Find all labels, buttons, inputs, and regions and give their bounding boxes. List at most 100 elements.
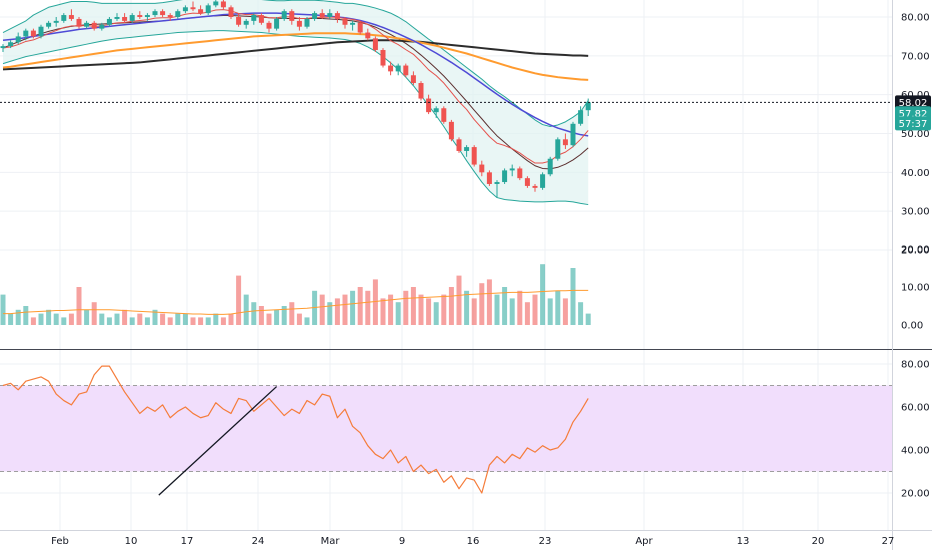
volume-bar	[0, 294, 6, 325]
volume-bar	[84, 309, 90, 325]
price-tick-label: 20.00	[901, 246, 930, 257]
volume-bar	[334, 298, 340, 325]
bollinger-lower	[2, 30, 589, 206]
time-tick-label: 13	[737, 536, 750, 547]
volume-bar	[15, 309, 21, 325]
candle-body	[182, 7, 188, 12]
volume-bar	[122, 309, 128, 325]
volume-bar	[175, 313, 181, 325]
volume-bar	[236, 275, 242, 325]
candle-body	[8, 42, 14, 47]
volume-bar	[76, 287, 82, 325]
candles	[0, 0, 591, 198]
candle-body	[160, 11, 166, 16]
rsi-line	[2, 365, 589, 494]
volume-bar	[8, 313, 14, 325]
time-tick-label: Apr	[635, 536, 653, 547]
volume-bar	[281, 306, 287, 325]
candle-body	[129, 15, 135, 21]
candle-body	[15, 36, 21, 43]
volume-bar	[426, 298, 432, 325]
price-tick-label: 80.00	[901, 360, 930, 371]
volume-bar	[585, 313, 591, 325]
time-tick-label: 17	[181, 536, 194, 547]
candle-body	[281, 11, 287, 19]
candle-body	[152, 11, 158, 16]
bollinger-middle	[2, 14, 589, 170]
volume-bar	[296, 313, 302, 325]
volume-bar	[357, 287, 363, 325]
candle-body	[266, 22, 272, 29]
volume-bar	[23, 306, 29, 325]
time-tick-label: 9	[399, 536, 405, 547]
rsi-band	[0, 385, 892, 472]
volume-bar	[464, 290, 470, 325]
candle-body	[388, 65, 394, 72]
candle-body	[426, 98, 432, 113]
candle-body	[517, 168, 523, 179]
candle-body	[357, 22, 363, 33]
volume-bar	[30, 317, 36, 325]
candle-body	[84, 22, 90, 27]
candle-body	[228, 7, 234, 18]
candle-body	[61, 15, 67, 21]
candle-body	[251, 15, 257, 21]
candle-body	[122, 17, 128, 21]
candle-body	[243, 20, 249, 25]
price-badge-label: 57.82	[899, 109, 928, 120]
volume-bar	[562, 298, 568, 325]
candle-body	[540, 174, 546, 188]
volume-bar	[327, 302, 333, 325]
price-tick-label: 80.00	[901, 13, 930, 24]
candle-body	[441, 108, 447, 122]
price-axis[interactable]: 20.00 30.00 40.00 50.00 60.00 70.00 80.00 0.00 1…	[901, 13, 930, 500]
time-tick-label: 16	[467, 536, 480, 547]
volume-bar	[486, 279, 492, 325]
price-badge	[895, 116, 931, 131]
time-axis[interactable]: Feb 10 17 24 Mar 9 16 23 Apr 13 20 27	[51, 536, 894, 547]
candle-body	[175, 11, 181, 17]
volume-bar	[502, 287, 508, 325]
candle-body	[144, 15, 150, 17]
candle-body	[372, 38, 378, 51]
volume-bar	[68, 313, 74, 325]
volume-bar	[220, 317, 226, 325]
time-tick-label: Feb	[51, 536, 69, 547]
volume-bar	[524, 302, 530, 325]
rsi-indicator	[2, 365, 589, 496]
volume-bar	[251, 302, 257, 325]
volume-bar	[433, 302, 439, 325]
volume-bar	[91, 302, 97, 325]
candle-body	[433, 108, 439, 113]
volume-bar	[129, 317, 135, 325]
volume-bar	[198, 317, 204, 325]
volume-bar	[365, 290, 371, 325]
candle-body	[456, 139, 462, 151]
candle-body	[342, 18, 348, 25]
candle-body	[509, 168, 515, 171]
candle-body	[137, 15, 143, 17]
volume-bar	[167, 317, 173, 325]
volume-bar	[144, 317, 150, 325]
price-tick-label: 40.00	[901, 168, 930, 179]
volume-bar	[570, 268, 576, 325]
candle-body	[312, 13, 318, 19]
time-tick-label: 20	[812, 536, 825, 547]
candle-body	[365, 32, 371, 39]
bollinger-upper	[2, 0, 589, 128]
volume-bar	[61, 317, 67, 325]
candle-body	[106, 18, 112, 25]
candle-body	[38, 26, 44, 37]
candle-body	[296, 20, 302, 27]
candle-body	[190, 7, 196, 10]
sma-orange-line	[2, 32, 589, 81]
volume-bar	[388, 294, 394, 325]
candle-body	[30, 30, 36, 37]
price-tick-label: 20.00	[901, 489, 930, 500]
volume-bar	[182, 313, 188, 325]
candle-body	[76, 18, 82, 27]
volume-bar	[418, 294, 424, 325]
time-tick-label: Mar	[321, 536, 341, 547]
candle-body	[236, 17, 242, 25]
volume-bar	[319, 294, 325, 325]
